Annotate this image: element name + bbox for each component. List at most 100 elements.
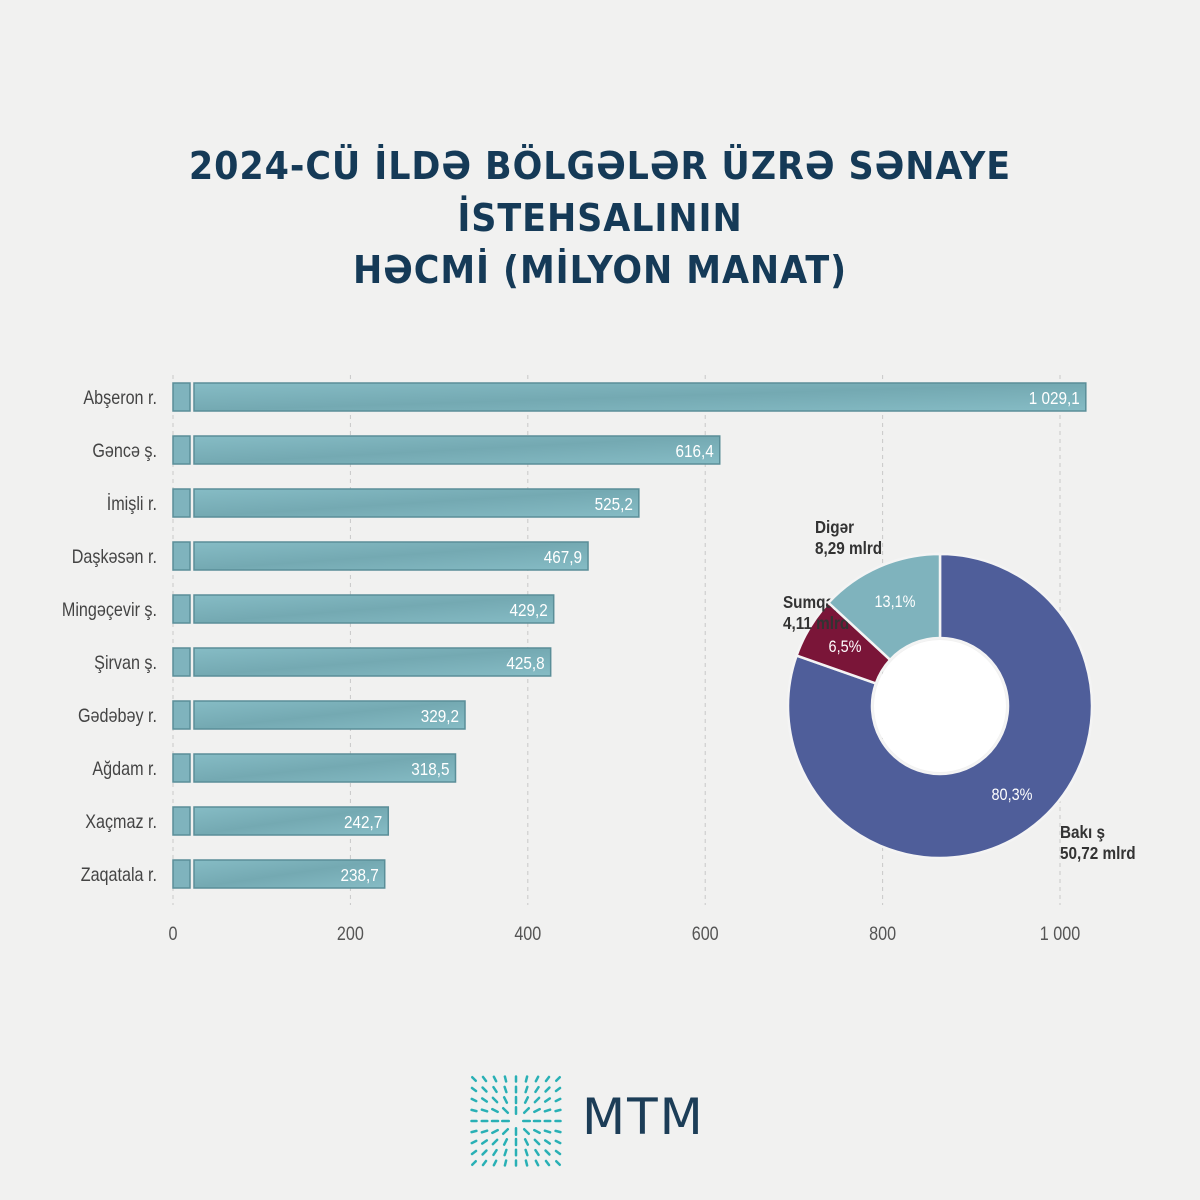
bar <box>193 753 457 783</box>
donut-slice <box>786 552 1094 860</box>
bar <box>193 859 386 889</box>
bar-stub <box>172 753 191 783</box>
logo-dash <box>554 1159 562 1167</box>
title-line-2: HƏCMİ (MİLYON MANAT) <box>352 248 848 292</box>
logo-dash <box>470 1159 478 1167</box>
bar-stub <box>172 594 191 624</box>
logo-dash <box>503 1148 508 1157</box>
logo-dash <box>544 1149 551 1156</box>
logo-dash <box>524 1148 529 1157</box>
logo-dash <box>492 1085 498 1094</box>
slice-percent-label: 6,5% <box>829 638 862 656</box>
donut-slice <box>826 552 942 662</box>
logo-dash <box>534 1148 540 1157</box>
logo-dash <box>470 1129 478 1134</box>
logo-dash <box>480 1097 489 1103</box>
bar <box>193 806 390 836</box>
logo-dash <box>501 1127 510 1136</box>
slice-percent-label: 80,3% <box>992 786 1033 804</box>
bar-value-label: 242,7 <box>344 812 382 832</box>
bar-value-label: 329,2 <box>421 706 459 726</box>
logo-dash <box>533 1138 541 1146</box>
bar-stub <box>172 435 191 465</box>
x-tick-label: 400 <box>514 923 541 945</box>
logo-dash <box>543 1108 552 1113</box>
logo-dash <box>523 1138 530 1146</box>
logo-dash <box>544 1075 551 1083</box>
logo-dash <box>533 1128 541 1135</box>
logo-dash <box>491 1138 499 1146</box>
category-label: Zaqatala r. <box>81 864 157 886</box>
bar <box>193 541 589 571</box>
category-label: Xaçmaz r. <box>85 811 157 833</box>
logo-dash <box>481 1075 488 1083</box>
logo-dash <box>503 1075 508 1083</box>
bar <box>193 594 555 624</box>
logo-dash <box>533 1107 541 1114</box>
logo-dash <box>544 1159 551 1167</box>
bar-stub <box>172 647 191 677</box>
category-label: İmişli r. <box>107 493 157 515</box>
bar-stub <box>172 700 191 730</box>
bar-value-label: 525,2 <box>595 494 633 514</box>
chart-title: 2024-CÜ İLDƏ BÖLGƏLƏR ÜZRƏ SƏNAYE İSTEHS… <box>0 140 1200 296</box>
bar <box>193 435 721 465</box>
bar-value-label: 318,5 <box>411 759 449 779</box>
logo-dash <box>492 1159 498 1167</box>
logo-dash <box>554 1129 562 1134</box>
logo-dash <box>554 1149 562 1156</box>
x-tick-label: 1 000 <box>1040 923 1081 945</box>
logo-dash <box>544 1086 551 1093</box>
logo-dash <box>524 1159 529 1167</box>
logo-dash <box>554 1108 562 1113</box>
logo-dash <box>480 1108 489 1113</box>
logo-dash <box>554 1086 562 1093</box>
bar <box>193 488 640 518</box>
slice-value-label: 4,11 mlrd <box>783 613 849 633</box>
x-tick-label: 800 <box>869 923 896 945</box>
bar-stub <box>172 859 191 889</box>
x-tick-label: 0 <box>169 923 178 945</box>
logo-dash <box>502 1138 509 1146</box>
logo-dash <box>543 1129 552 1134</box>
logo-dash <box>491 1128 499 1135</box>
bar-value-label: 425,8 <box>506 653 544 673</box>
logo-dash <box>534 1085 540 1094</box>
logo-dash <box>524 1085 529 1094</box>
logo-dash <box>543 1097 552 1103</box>
title-line-1: 2024-CÜ İLDƏ BÖLGƏLƏR ÜZRƏ SƏNAYE İSTEHS… <box>188 144 1012 240</box>
logo-dash <box>522 1106 531 1115</box>
x-tick-label: 600 <box>692 923 719 945</box>
logo-dash <box>470 1149 478 1156</box>
category-label: Mingəçevir ş. <box>62 599 157 621</box>
logo-dash <box>543 1139 552 1145</box>
x-tick-label: 200 <box>337 923 364 945</box>
logo-dash <box>503 1085 508 1094</box>
logo-dash <box>481 1086 488 1093</box>
logo-dash <box>491 1096 499 1104</box>
logo-dash <box>524 1075 529 1083</box>
logo-dash <box>491 1107 499 1114</box>
logo-dash <box>470 1075 478 1083</box>
bar-value-label: 238,7 <box>340 865 378 885</box>
category-label: Daşkəsən r. <box>72 546 157 568</box>
slice-name-label: Bakı ş <box>1060 822 1105 842</box>
slice-percent-label: 13,1% <box>875 593 916 611</box>
bar-value-label: 429,2 <box>509 600 547 620</box>
bar-stub <box>172 541 191 571</box>
logo-dash <box>470 1086 478 1093</box>
logo-dash <box>481 1149 488 1156</box>
logo-dash <box>470 1139 478 1145</box>
bar-stub <box>172 488 191 518</box>
category-label: Gədəbəy r. <box>78 705 157 727</box>
logo-dash <box>533 1096 541 1104</box>
logo-dash <box>503 1159 508 1167</box>
slice-value-label: 8,29 mlrd <box>815 538 882 558</box>
category-label: Abşeron r. <box>83 387 157 409</box>
logo-dash <box>501 1106 510 1115</box>
logo-dash <box>554 1097 562 1103</box>
bar-stub <box>172 806 191 836</box>
logo-dash <box>534 1159 540 1167</box>
